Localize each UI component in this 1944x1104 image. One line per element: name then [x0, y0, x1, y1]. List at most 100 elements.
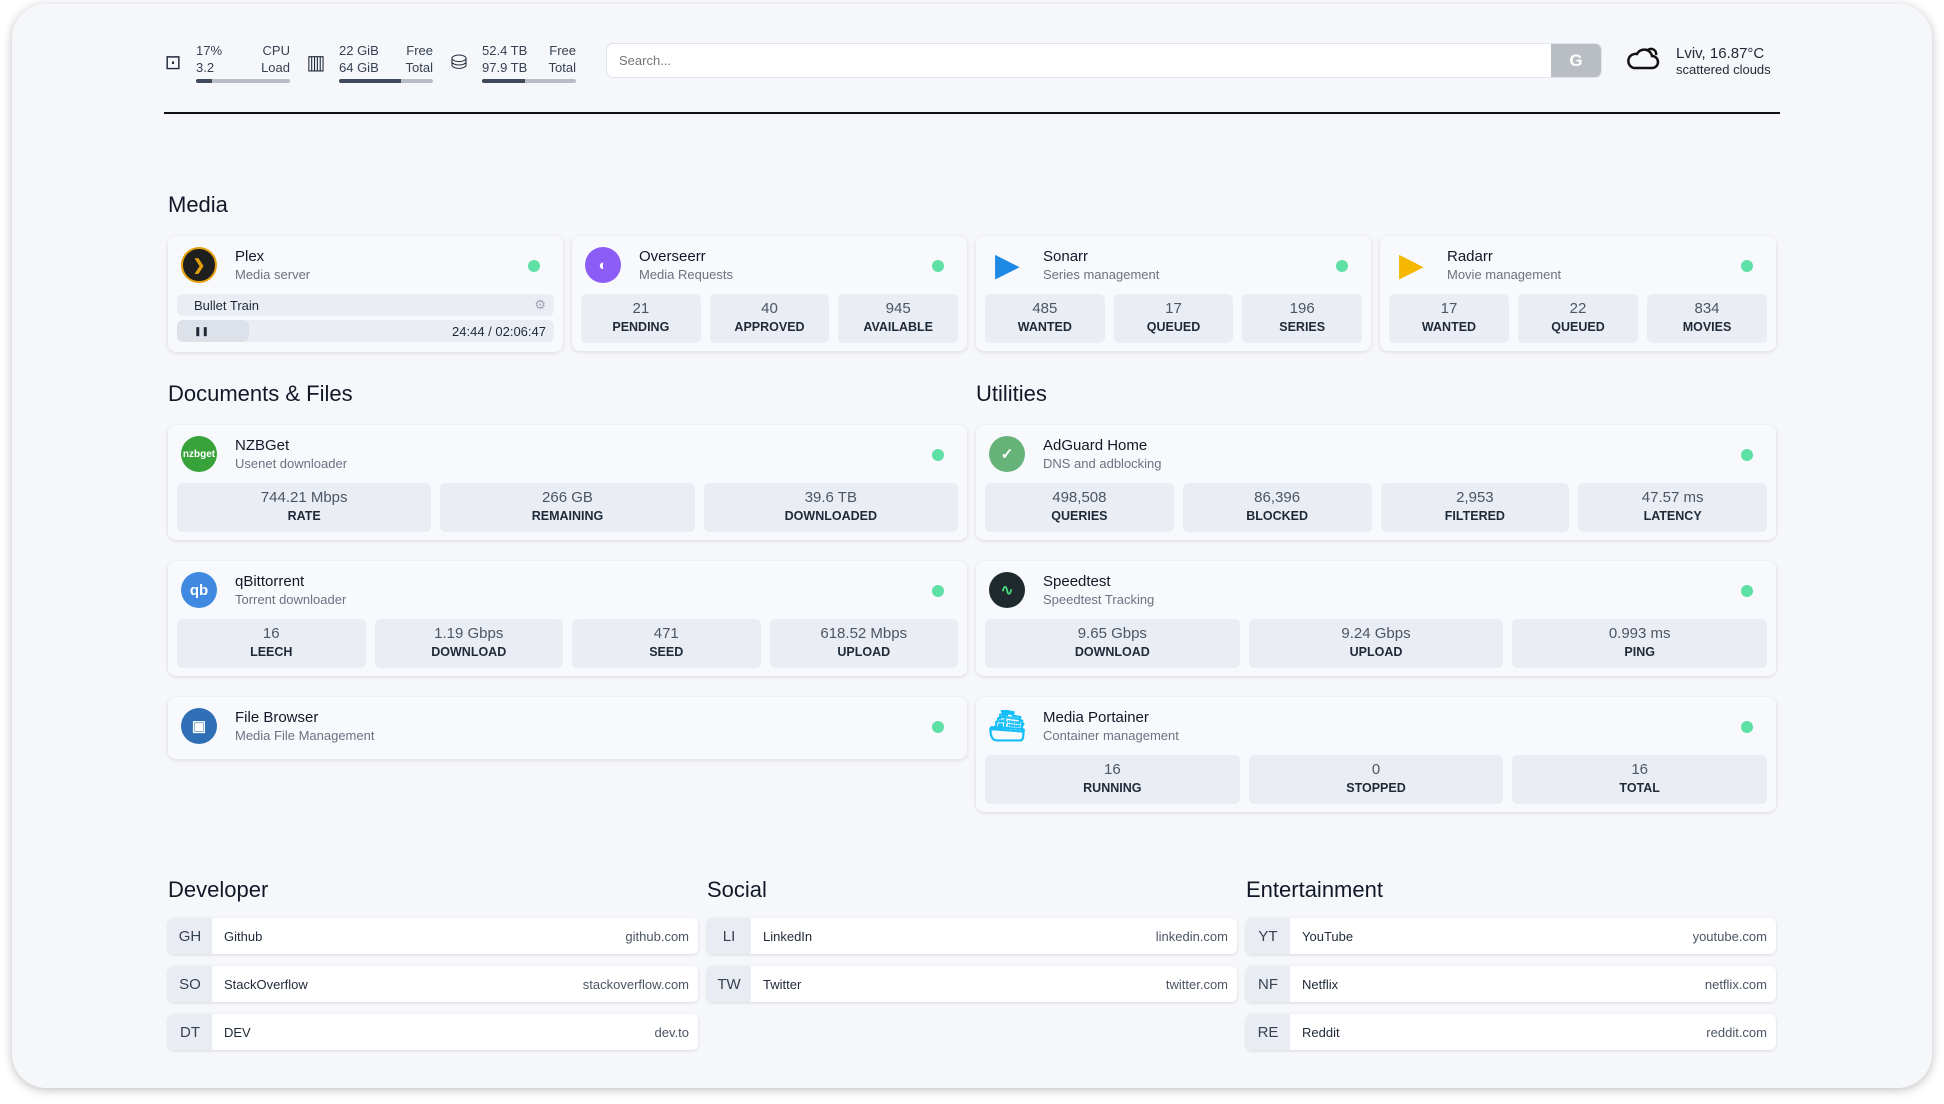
- stat-label: DOWNLOAD: [431, 645, 507, 659]
- stat-available: 945 AVAILABLE: [838, 294, 959, 343]
- stat-label: SEED: [649, 645, 684, 659]
- bookmark-name: Github: [224, 928, 263, 944]
- stat-queued: 22 QUEUED: [1518, 294, 1638, 343]
- stat-label: UPLOAD: [1349, 645, 1403, 659]
- service-card-speedtest[interactable]: ∿ Speedtest Speedtest Tracking 9.65 Gbps DOW…: [976, 561, 1776, 676]
- card-header: qb qBittorrent Torrent downloader: [177, 561, 958, 619]
- status-indicator: [932, 449, 944, 461]
- stat-label: UPLOAD: [837, 645, 891, 659]
- stat-value: 17: [1440, 300, 1458, 317]
- service-card-filebrowser[interactable]: ▣ File Browser Media File Management: [168, 697, 967, 759]
- card-header: ◐ Overseerr Media Requests: [581, 236, 958, 294]
- service-info: Sonarr Series management: [1043, 248, 1159, 282]
- bookmark-url: dev.to: [654, 1024, 689, 1040]
- status-indicator: [932, 260, 944, 272]
- bookmark-twitter[interactable]: TW Twitter twitter.com: [707, 966, 1237, 1002]
- stat-queued: 17 QUEUED: [1113, 294, 1234, 343]
- stat-label: APPROVED: [734, 320, 805, 334]
- memory-icon: ▥: [306, 52, 326, 74]
- memory-free: 22 GiB: [339, 43, 379, 58]
- stat-label: QUEUED: [1146, 320, 1201, 334]
- stat-value: 1.19 Gbps: [434, 625, 504, 642]
- status-indicator: [1336, 260, 1348, 272]
- service-card-plex[interactable]: ❯ Plex Media server Bullet Train ⚙ ❚❚ 24:44 / …: [168, 236, 563, 352]
- bookmark-abbr: YT: [1246, 918, 1290, 954]
- search-provider-button[interactable]: G: [1551, 44, 1601, 77]
- card-header: ▶ Sonarr Series management: [985, 236, 1362, 294]
- service-name: Speedtest: [1043, 573, 1111, 590]
- stat-value: 40: [761, 300, 778, 317]
- stat-latency: 47.57 ms LATENCY: [1578, 483, 1767, 532]
- service-card-radarr[interactable]: ▶ Radarr Movie management 17 WANTED 22 QUEUED 8…: [1380, 236, 1776, 351]
- bookmark-name: Netflix: [1302, 976, 1339, 992]
- cloud-icon: [1626, 44, 1660, 77]
- stat-value: 0.993 ms: [1608, 625, 1671, 642]
- stat-value: 17: [1165, 300, 1182, 317]
- stat-value: 16: [1631, 761, 1649, 778]
- stat-label: BLOCKED: [1246, 509, 1309, 523]
- free-label: Free: [406, 43, 433, 58]
- search-input[interactable]: [607, 53, 1551, 68]
- bookmark-stackoverflow[interactable]: SO StackOverflow stackoverflow.com: [168, 966, 698, 1002]
- stat-label: AVAILABLE: [863, 320, 934, 334]
- stat-stopped: 0 STOPPED: [1248, 755, 1504, 804]
- service-card-overseerr[interactable]: ◐ Overseerr Media Requests 21 PENDING 40 APPRO…: [572, 236, 967, 351]
- service-card-nzbget[interactable]: nzbget NZBGet Usenet downloader 744.21 Mbps…: [168, 425, 967, 540]
- memory-widget: ▥ 22 GiB Free 64 GiB Total: [303, 42, 433, 83]
- stat-ping: 0.993 ms PING: [1512, 619, 1768, 668]
- stat-download: 9.65 Gbps DOWNLOAD: [985, 619, 1240, 668]
- stat-value: 39.6 TB: [804, 489, 857, 506]
- pause-icon[interactable]: ❚❚: [194, 325, 210, 336]
- bookmark-name: YouTube: [1302, 928, 1354, 944]
- service-card-qbittorrent[interactable]: qb qBittorrent Torrent downloader 16 LEECH 1.…: [168, 561, 967, 676]
- playback-progress[interactable]: ❚❚ 24:44 / 02:06:47: [177, 320, 554, 342]
- stat-label: QUEUED: [1551, 320, 1605, 334]
- bookmark-linkedin[interactable]: LI LinkedIn linkedin.com: [707, 918, 1237, 954]
- radarr-icon: ▶: [1399, 248, 1423, 282]
- bookmark-github[interactable]: GH Github github.com: [168, 918, 698, 954]
- stat-value: 618.52 Mbps: [820, 625, 908, 642]
- bookmark-url: linkedin.com: [1155, 928, 1228, 944]
- bookmark-youtube[interactable]: YT YouTube youtube.com: [1246, 918, 1776, 954]
- stat-label: FILTERED: [1444, 509, 1505, 523]
- free-label: Free: [549, 43, 576, 58]
- bookmark-dev[interactable]: DT DEV dev.to: [168, 1014, 698, 1050]
- bookmark-url: netflix.com: [1704, 976, 1767, 992]
- bookmark-reddit[interactable]: RE Reddit reddit.com: [1246, 1014, 1776, 1050]
- weather-condition: scattered clouds: [1676, 61, 1771, 77]
- disk-icon: ⛁: [450, 52, 468, 74]
- status-indicator: [1741, 721, 1753, 733]
- stats-row: 498,508 QUERIES 86,396 BLOCKED 2,953 FILTERED…: [985, 483, 1767, 532]
- total-label: Total: [548, 60, 576, 75]
- service-name: NZBGet: [235, 437, 290, 454]
- settings-icon[interactable]: ⚙: [534, 297, 546, 312]
- speedtest-icon: ∿: [989, 572, 1025, 608]
- card-header: nzbget NZBGet Usenet downloader: [177, 425, 958, 483]
- stat-rate: 744.21 Mbps RATE: [177, 483, 432, 532]
- stat-running: 16 RUNNING: [985, 755, 1240, 804]
- bookmark-netflix[interactable]: NF Netflix netflix.com: [1246, 966, 1776, 1002]
- bookmark-abbr: SO: [168, 966, 212, 1002]
- stat-label: LATENCY: [1643, 509, 1702, 523]
- stat-blocked: 86,396 BLOCKED: [1182, 483, 1372, 532]
- service-card-portainer[interactable]: ⛴ Media Portainer Container management 16 RU…: [976, 697, 1776, 812]
- memory-bar: [339, 79, 433, 83]
- stat-label: STOPPED: [1346, 781, 1406, 795]
- adguard-icon: ✓: [989, 436, 1025, 472]
- total-label: Total: [405, 60, 433, 75]
- cpu-bar: [196, 79, 290, 83]
- service-info: Speedtest Speedtest Tracking: [1043, 573, 1154, 607]
- bookmark-abbr: NF: [1246, 966, 1290, 1002]
- overseerr-icon: ◐: [585, 247, 621, 283]
- service-card-sonarr[interactable]: ▶ Sonarr Series management 485 WANTED 17 QUEUE…: [976, 236, 1371, 351]
- service-card-adguard[interactable]: ✓ AdGuard Home DNS and adblocking 498,508 QU…: [976, 425, 1776, 540]
- stat-label: DOWNLOADED: [784, 509, 877, 523]
- stat-value: 485: [1032, 300, 1058, 317]
- card-header: ✓ AdGuard Home DNS and adblocking: [985, 425, 1767, 483]
- section-title-documents: Documents & Files: [168, 381, 353, 406]
- stat-label: QUERIES: [1051, 509, 1108, 523]
- bookmark-abbr: DT: [168, 1014, 212, 1050]
- stats-row: 16 RUNNING 0 STOPPED 16 TOTAL: [985, 755, 1768, 804]
- stat-queries: 498,508 QUERIES: [985, 483, 1174, 532]
- cpu-widget: ⊡ 17% CPU 3.2 Load: [160, 42, 290, 83]
